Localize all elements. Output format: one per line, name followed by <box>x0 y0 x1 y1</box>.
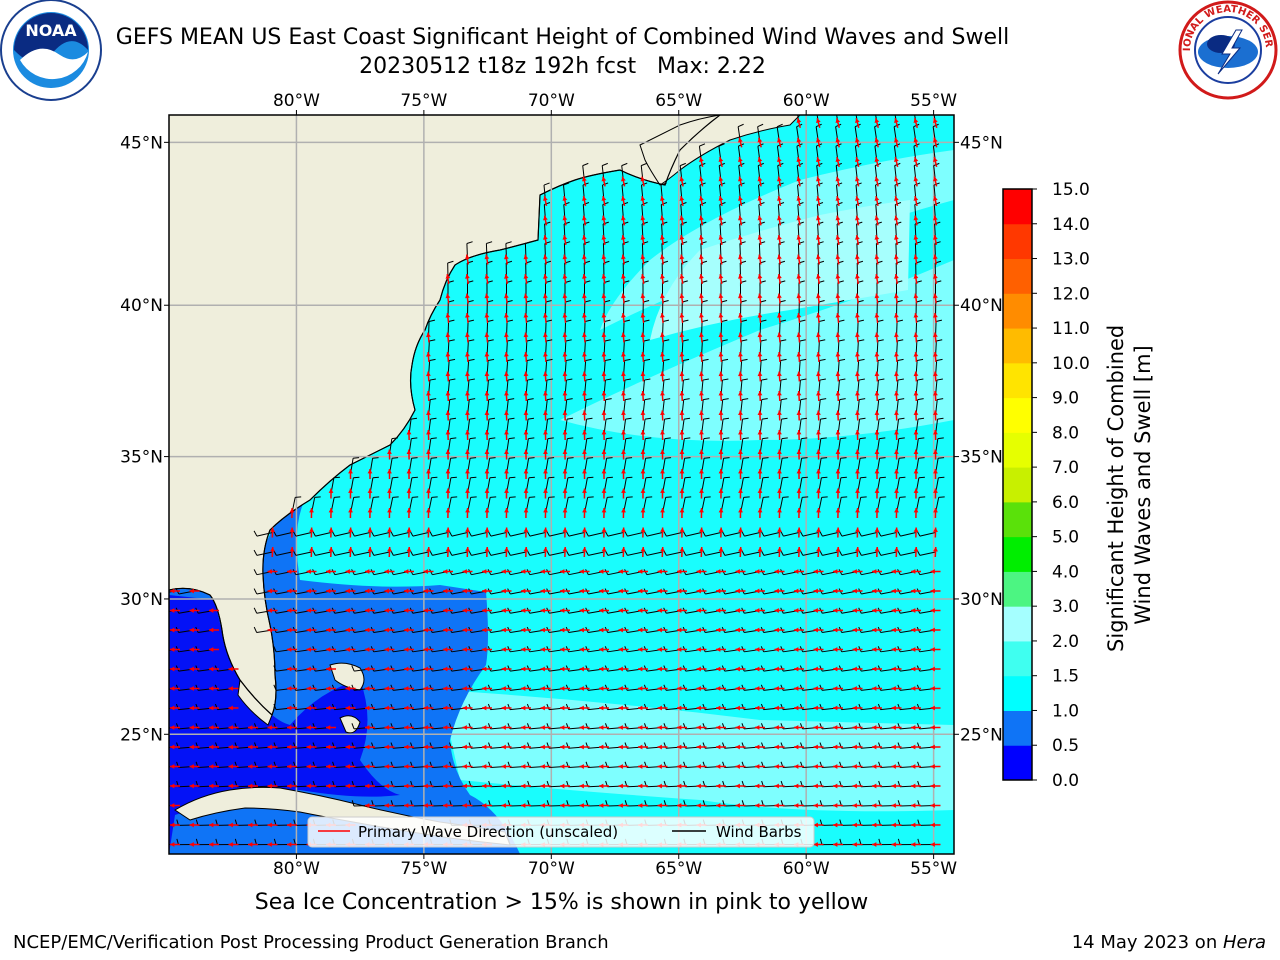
lon-label-top: 65°W <box>655 91 702 111</box>
map-legend: Primary Wave Direction (unscaled) Wind B… <box>307 816 815 848</box>
lon-label-bottom: 60°W <box>783 859 830 879</box>
legend-wind-label: Wind Barbs <box>716 823 802 841</box>
lon-label-top: 75°W <box>400 91 447 111</box>
colorbar-tick-label: 11.0 <box>1052 319 1090 339</box>
colorbar-segment <box>1003 467 1032 503</box>
colorbar-segment <box>1003 606 1032 642</box>
noaa-logo: NOAA <box>0 0 102 101</box>
lat-label-left: 35°N <box>120 448 163 468</box>
lon-label-bottom: 80°W <box>273 859 320 879</box>
colorbar-segment <box>1003 675 1032 711</box>
wave-height-zone-light <box>440 690 954 812</box>
legend-wave-label: Primary Wave Direction (unscaled) <box>358 823 618 841</box>
land-bahamas <box>329 662 365 691</box>
lon-label-top: 70°W <box>528 91 575 111</box>
colorbar-segment <box>1003 328 1032 364</box>
map-subtitle: 20230512 t18z 192h fcst Max: 2.22 <box>359 54 766 79</box>
wave-direction-arrows <box>170 117 941 847</box>
noaa-logo-text: NOAA <box>25 21 77 40</box>
graticule <box>169 115 954 854</box>
colorbar-segment <box>1003 571 1032 607</box>
lat-label-right: 25°N <box>960 725 1003 745</box>
lat-label-right: 35°N <box>960 448 1003 468</box>
colorbar-segment <box>1003 362 1032 399</box>
colorbar-tick-label: 5.0 <box>1052 528 1079 548</box>
footer-credit: NCEP/EMC/Verification Post Processing Pr… <box>13 932 609 953</box>
lon-label-top: 60°W <box>783 91 830 111</box>
colorbar-tick-label: 14.0 <box>1052 215 1090 235</box>
colorbar-tick-label: 1.5 <box>1052 667 1079 687</box>
colorbar-tick-label: 7.0 <box>1052 458 1079 478</box>
axis-ticks: 80°W 80°W 75°W 75°W 70°W 70°W 65°W 65°W 60°W 60°W… <box>120 91 1003 879</box>
lon-label-bottom: 65°W <box>655 859 702 879</box>
coastline <box>169 115 721 717</box>
lat-label-right: 40°N <box>960 296 1003 316</box>
colorbar-tick-label: 13.0 <box>1052 250 1090 270</box>
colorbar: 0.0 0.5 1.0 1.5 2.0 3.0 4.0 5.0 6.0 7.0 8.0 9.0 10.0… <box>1002 180 1090 791</box>
lat-label-left: 25°N <box>120 725 163 745</box>
colorbar-tick-label: 15.0 <box>1052 180 1090 200</box>
colorbar-tick-label: 3.0 <box>1052 597 1079 617</box>
wave-height-zone-deep <box>169 595 400 854</box>
colorbar-tick-label: 12.0 <box>1052 284 1090 304</box>
footer-machine: Hera <box>1222 932 1266 953</box>
colorbar-segment <box>1003 501 1032 538</box>
lat-label-left: 40°N <box>120 296 163 316</box>
map-area: Primary Wave Direction (unscaled) Wind B… <box>169 115 954 854</box>
lon-label-bottom: 75°W <box>400 859 447 879</box>
colorbar-tick-label: 10.0 <box>1052 354 1090 374</box>
colorbar-label-line2: Wind Waves and Swell [m] <box>1131 345 1155 625</box>
map-frame <box>168 114 955 855</box>
colorbar-segment <box>1003 640 1032 677</box>
lat-label-right: 45°N <box>960 133 1003 153</box>
lon-label-top: 80°W <box>273 91 320 111</box>
colorbar-segment <box>1003 710 1032 746</box>
colorbar-tick-label: 1.0 <box>1052 701 1079 721</box>
colorbar-tick-label: 0.5 <box>1052 736 1079 756</box>
colorbar-segment <box>1003 223 1032 260</box>
lat-label-left: 30°N <box>120 590 163 610</box>
colorbar-label-line1: Significant Height of Combined <box>1104 325 1128 652</box>
colorbar-segment <box>1003 189 1032 225</box>
lon-label-bottom: 70°W <box>528 859 575 879</box>
colorbar-segment <box>1003 397 1032 433</box>
colorbar-segment <box>1003 745 1032 781</box>
colorbar-tick-label: 4.0 <box>1052 562 1079 582</box>
lon-label-top: 55°W <box>910 91 957 111</box>
colorbar-segment <box>1003 258 1032 294</box>
colorbar-tick-label: 0.0 <box>1052 771 1079 791</box>
lat-label-left: 45°N <box>120 133 163 153</box>
colorbar-tick-label: 6.0 <box>1052 493 1079 513</box>
lat-label-right: 30°N <box>960 590 1003 610</box>
colorbar-label: Significant Height of Combined Wind Wave… <box>1104 318 1155 652</box>
colorbar-tick-label: 8.0 <box>1052 423 1079 443</box>
colorbar-tick-label: 2.0 <box>1052 632 1079 652</box>
colorbar-segment <box>1003 293 1032 329</box>
colorbar-segment <box>1003 432 1032 468</box>
nws-logo: NATIONAL WEATHER SERVICE <box>1178 0 1278 100</box>
map-title: GEFS MEAN US East Coast Significant Heig… <box>115 25 1010 50</box>
footer-date: 14 May 2023 on Hera <box>1072 932 1266 953</box>
colorbar-tick-label: 9.0 <box>1052 389 1079 409</box>
lon-label-bottom: 55°W <box>910 859 957 879</box>
footer-date-text: 14 May 2023 on <box>1071 932 1223 953</box>
colorbar-segment <box>1003 536 1032 572</box>
sea-ice-note: Sea Ice Concentration > 15% is shown in … <box>254 890 869 915</box>
